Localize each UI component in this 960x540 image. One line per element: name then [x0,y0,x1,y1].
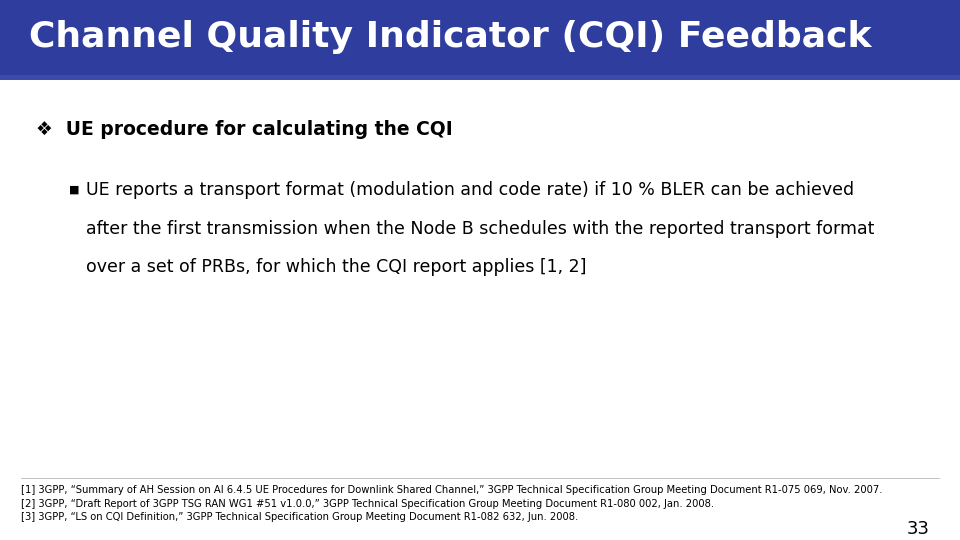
Text: 33: 33 [906,520,929,538]
Text: over a set of PRBs, for which the CQI report applies [1, 2]: over a set of PRBs, for which the CQI re… [86,258,587,276]
Text: [2] 3GPP, “Draft Report of 3GPP TSG RAN WG1 #51 v1.0.0,” 3GPP Technical Specific: [2] 3GPP, “Draft Report of 3GPP TSG RAN … [21,499,714,509]
Bar [0,0,960,75]
Text: [3] 3GPP, “LS on CQI Definition,” 3GPP Technical Specification Group Meeting Doc: [3] 3GPP, “LS on CQI Definition,” 3GPP T… [21,512,578,522]
Text: ❖  UE procedure for calculating the CQI: ❖ UE procedure for calculating the CQI [36,120,453,139]
Text: UE reports a transport format (modulation and code rate) if 10 % BLER can be ach: UE reports a transport format (modulatio… [86,181,854,199]
Text: after the first transmission when the Node B schedules with the reported transpo: after the first transmission when the No… [86,220,875,238]
Bar [0,75,960,80]
Text: [1] 3GPP, “Summary of AH Session on AI 6.4.5 UE Procedures for Downlink Shared C: [1] 3GPP, “Summary of AH Session on AI 6… [21,485,882,495]
Text: Channel Quality Indicator (CQI) Feedback: Channel Quality Indicator (CQI) Feedback [29,21,872,54]
Text: ■: ■ [69,185,80,195]
